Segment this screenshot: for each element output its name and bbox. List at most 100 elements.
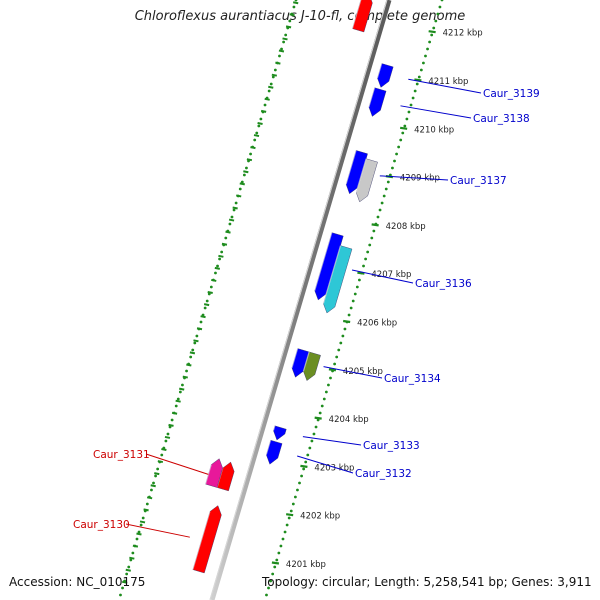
outer-dotted-ring-right: [265, 0, 444, 597]
ring-dot: [424, 54, 427, 58]
ring-dot: [199, 320, 203, 324]
ring-dot: [253, 138, 257, 142]
gene-arrow-highlight: [368, 87, 376, 108]
gene-labels: Caur_3130 Caur_3131 Caur_3132 Caur_3133 Caur…: [73, 78, 540, 538]
ring-dot: [176, 397, 180, 401]
minor-tick: [225, 230, 231, 234]
minor-tick: [200, 315, 206, 319]
ring-dot: [426, 47, 429, 51]
ring-dot: [283, 530, 287, 534]
minor-tick: [214, 266, 221, 270]
ring-dot: [300, 474, 303, 478]
ring-dot: [378, 208, 382, 212]
ring-dot: [281, 537, 285, 541]
label-leader-line: [351, 269, 414, 284]
ring-dot: [428, 40, 432, 44]
gene-label: Caur_3139: [483, 88, 540, 100]
ring-dot: [368, 243, 372, 247]
ring-dot: [174, 404, 178, 408]
ring-dot: [271, 75, 275, 79]
kbp-tick-label: 4204 kbp: [329, 415, 369, 425]
gene-arrow-highlight: [314, 232, 333, 291]
ring-dot: [230, 215, 234, 219]
ring-dot: [170, 418, 174, 422]
minor-tick: [139, 520, 146, 524]
accession-label: Accession: NC_010175: [9, 575, 146, 589]
minor-tick: [171, 411, 178, 415]
ring-dot: [178, 390, 182, 394]
ring-dot: [129, 558, 133, 562]
kbp-tick-mark: [343, 319, 351, 324]
ring-dot: [232, 208, 236, 212]
kbp-tick-mark: [300, 464, 308, 468]
ring-dot: [393, 159, 396, 163]
ring-dot: [434, 19, 438, 23]
ring-dot: [150, 488, 153, 492]
ring-dot: [339, 341, 343, 345]
ring-dot: [399, 138, 403, 142]
ring-dot: [156, 467, 160, 471]
minor-tick: [175, 399, 181, 403]
ring-dot: [284, 33, 288, 37]
ring-dot: [364, 257, 367, 261]
gene-arrow: [377, 63, 394, 88]
ring-dot: [376, 215, 380, 219]
minor-tick: [132, 544, 139, 548]
genome-backbone: [209, 0, 392, 600]
ring-dot: [380, 201, 384, 205]
minor-tick: [122, 580, 128, 584]
gene-arrow-highlight: [351, 0, 362, 29]
ring-dot: [189, 355, 193, 359]
kbp-tick-mark: [328, 368, 337, 372]
gene-arrow: [352, 0, 373, 33]
ring-dot: [289, 509, 293, 513]
ring-dot: [160, 453, 164, 457]
gene-arrow-highlight: [272, 425, 276, 431]
minor-tick: [203, 303, 210, 307]
ring-dot: [417, 75, 421, 79]
label-leader-line: [302, 436, 362, 446]
ring-dot: [384, 187, 388, 191]
ring-dot: [137, 530, 141, 534]
ring-dot: [185, 369, 188, 373]
minor-tick: [268, 85, 274, 89]
ring-dot: [397, 145, 401, 149]
gene-label: Caur_3136: [415, 278, 472, 290]
ring-dot: [362, 264, 365, 268]
kbp-tick-label: 4211 kbp: [428, 77, 468, 87]
ring-dot: [304, 460, 308, 464]
label-leader-line: [145, 453, 209, 475]
ring-dot: [267, 586, 270, 590]
minor-tick: [264, 97, 270, 101]
ring-dot: [310, 439, 314, 443]
kbp-tick-mark: [357, 271, 365, 275]
ring-dot: [273, 565, 277, 569]
gene-arrow-highlight: [355, 158, 367, 193]
kbp-tick-mark: [314, 416, 322, 420]
kbp-tick-mark: [428, 30, 436, 34]
minor-tick: [293, 1, 299, 5]
ring-dot: [438, 5, 442, 9]
ring-dot: [234, 201, 238, 205]
ring-dot: [351, 299, 355, 303]
ring-dot: [298, 481, 301, 485]
ring-dot: [203, 306, 207, 310]
ring-dot: [405, 117, 409, 121]
minor-tick: [136, 532, 142, 536]
kbp-tick-mark: [271, 561, 280, 565]
gene-label: Caur_3132: [355, 468, 412, 480]
ring-dot: [401, 131, 405, 135]
ring-dot: [413, 89, 417, 93]
ring-dot: [141, 516, 145, 520]
kbp-tick-mark: [286, 513, 294, 517]
minor-tick: [143, 508, 149, 512]
minor-tick: [150, 484, 156, 488]
minor-tick: [196, 327, 203, 331]
ring-dot: [292, 5, 296, 9]
backbone-highlight: [209, 0, 388, 600]
genome-summary: Topology: circular; Length: 5,258,541 bp…: [262, 575, 592, 589]
ring-dot: [409, 103, 413, 107]
gene-label: Caur_3131: [93, 449, 150, 461]
ring-dot: [440, 0, 444, 2]
